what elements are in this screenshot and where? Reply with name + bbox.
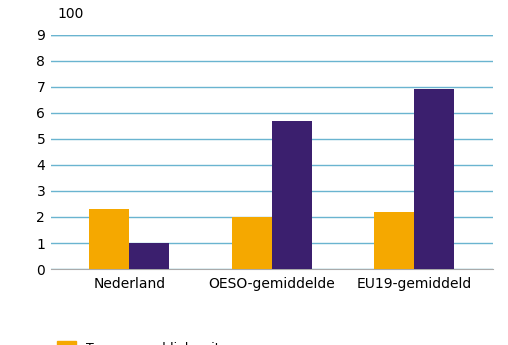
Bar xyxy=(272,120,312,269)
Bar xyxy=(129,243,169,269)
Bar xyxy=(415,89,454,269)
Bar xyxy=(232,217,272,269)
Text: 100: 100 xyxy=(58,8,84,21)
Legend: Toename publieke uitgaven, Toename private uitgaven: Toename publieke uitgaven, Toename priva… xyxy=(57,341,258,345)
Bar xyxy=(89,209,129,269)
Bar xyxy=(374,212,415,269)
